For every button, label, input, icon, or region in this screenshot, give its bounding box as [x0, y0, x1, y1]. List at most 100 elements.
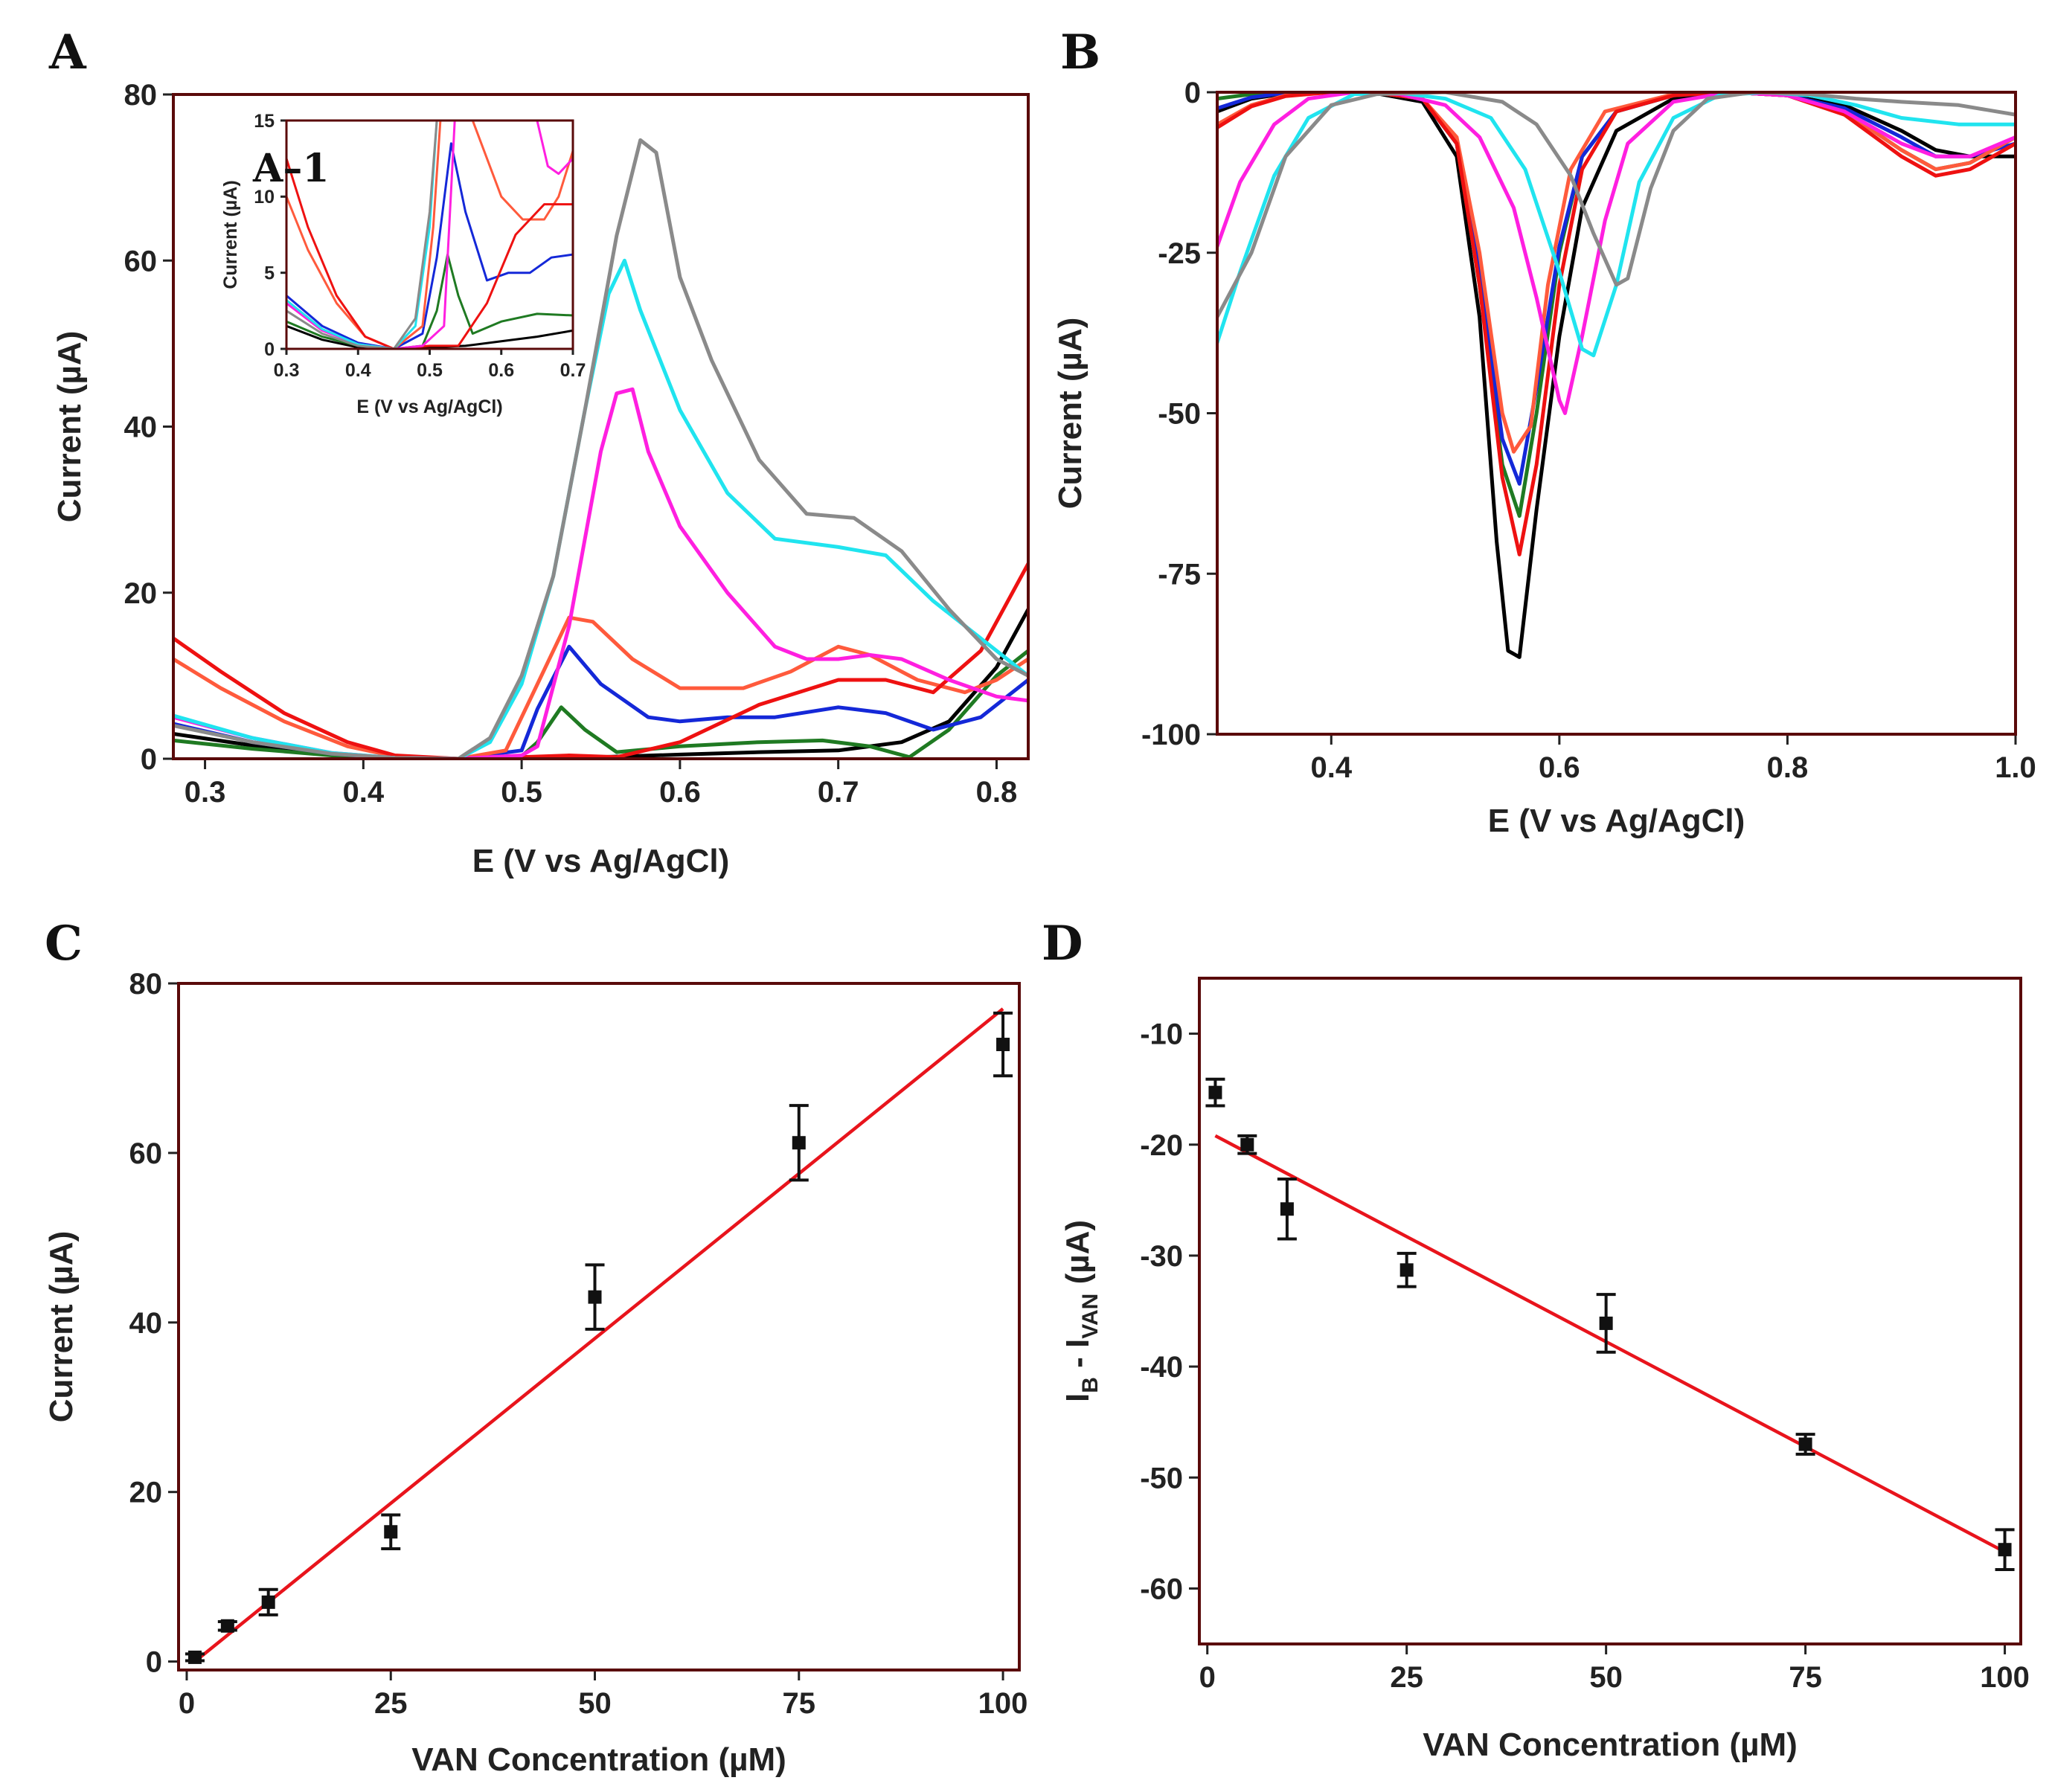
c-plot-bg — [179, 983, 1019, 1670]
d-point-5 — [1798, 1437, 1812, 1451]
a1-frame — [285, 119, 574, 350]
a1-series-cyan-8 — [286, 121, 438, 349]
b-xtick-label-0: 0.4 — [1310, 751, 1352, 784]
d-ytick-label-5: -60 — [1140, 1573, 1183, 1605]
d-point-1 — [1240, 1137, 1254, 1152]
d-ylabel-sub-b: B — [1078, 1377, 1103, 1393]
a-xtick-label-2: 0.5 — [501, 776, 542, 809]
a-frame — [172, 93, 1030, 760]
b-ytick-label-3: -75 — [1158, 558, 1201, 591]
c-point-3 — [384, 1525, 398, 1539]
a1-series-magenta-6 — [286, 121, 456, 349]
a1-series-group — [286, 121, 573, 349]
c-ytick-label-3: 60 — [129, 1137, 163, 1170]
d-point-2 — [1280, 1202, 1294, 1216]
c-ytick-label-4: 80 — [129, 968, 163, 1001]
a1-xtick-label-1: 0.4 — [345, 360, 371, 381]
d-xlabel: VAN Concentration (µM) — [1423, 1727, 1798, 1763]
d-xtick-label-0: 0 — [1199, 1661, 1216, 1694]
c-xtick-label-0: 0 — [179, 1687, 195, 1720]
a1-xtick-label-0: 0.3 — [274, 360, 300, 381]
panel-c-calibration: 0 25 50 75 100 0 20 40 60 80 VAN Concentration (µM… — [43, 968, 1027, 1778]
a-series-red-4 — [173, 562, 1028, 759]
c-xtick-label-2: 50 — [578, 1687, 612, 1720]
a-ylabel: Current (µA) — [51, 331, 88, 523]
a-ytick-label-2: 40 — [124, 411, 158, 444]
a-ytick-label-0: 0 — [141, 743, 157, 776]
d-fit-line — [1214, 1134, 2006, 1554]
b-xtick-label-1: 0.6 — [1539, 751, 1580, 784]
a-xtick-label-3: 0.6 — [659, 776, 701, 809]
d-ytick-label-2: -30 — [1140, 1240, 1183, 1273]
d-ylabel: IB - IVAN (µA) — [1059, 1220, 1103, 1402]
d-ytick-label-3: -40 — [1140, 1351, 1183, 1384]
a-xtick-label-4: 0.7 — [818, 776, 859, 809]
c-point-4 — [588, 1290, 602, 1304]
d-point-6 — [1998, 1543, 2012, 1557]
c-xtick-label-3: 75 — [783, 1687, 816, 1720]
a-xtick-label-1: 0.4 — [343, 776, 385, 809]
b-plot-bg — [1217, 92, 2016, 734]
b-series-magenta-5 — [1217, 92, 2016, 415]
d-ytick-label-1: -20 — [1140, 1129, 1183, 1162]
c-ylabel: Current (µA) — [43, 1231, 80, 1423]
a-ytick-label-4: 80 — [124, 79, 158, 112]
d-ylabel-i: I — [1059, 1393, 1096, 1402]
a1-ytick-label-2: 10 — [254, 187, 275, 208]
panel-label-a: A — [48, 25, 87, 80]
c-ytick-label-0: 0 — [146, 1646, 162, 1679]
a-ytick-label-1: 20 — [124, 577, 158, 610]
d-xtick-label-2: 50 — [1589, 1661, 1623, 1694]
d-ytick-label-0: -10 — [1140, 1018, 1183, 1051]
d-xtick-label-1: 25 — [1390, 1661, 1423, 1694]
d-plot-bg — [1199, 978, 2021, 1644]
d-frame — [1198, 977, 2022, 1645]
d-point-3 — [1399, 1263, 1414, 1277]
a1-ytick-label-1: 5 — [264, 263, 275, 283]
c-point-2 — [261, 1595, 275, 1609]
a1-series-red-5 — [286, 158, 573, 349]
a1-series-orange-4 — [471, 121, 573, 221]
c-point-1 — [220, 1619, 234, 1633]
a1-series-black-0 — [286, 324, 573, 349]
b-ylabel: Current (µA) — [1052, 318, 1088, 510]
a1-series-gray-9 — [286, 121, 438, 349]
a-xtick-label-5: 0.8 — [976, 776, 1018, 809]
a1-series-blue-2 — [286, 142, 573, 349]
d-ytick-label-4: -50 — [1140, 1462, 1183, 1494]
c-xtick-label-4: 100 — [978, 1687, 1028, 1720]
b-ytick-label-2: -50 — [1158, 398, 1201, 431]
a1-panel-label: A–1 — [252, 146, 330, 191]
d-ylabel-unit: (µA) — [1059, 1220, 1096, 1294]
panel-b-voltammogram: 0.4 0.6 0.8 1.0 0 -25 -50 -75 -100 E (V vs Ag/AgC… — [1052, 77, 2036, 839]
b-xtick-label-3: 1.0 — [1995, 751, 2036, 784]
a-xtick-label-0: 0.3 — [185, 776, 226, 809]
panel-d-calibration: 0 25 50 75 100 -10 -20 -30 -40 -50 -60 VAN Concentr… — [1059, 977, 2030, 1763]
a1-ylabel: Current (µA) — [220, 180, 241, 289]
b-frame — [1216, 91, 2017, 736]
b-ytick-label-0: 0 — [1184, 77, 1201, 109]
panel-a-inset: 0.3 0.4 0.5 0.6 0.7 0 5 10 15 E (V vs Ag/AgCl) Cur… — [220, 111, 586, 417]
d-xtick-label-3: 75 — [1789, 1661, 1822, 1694]
c-xtick-label-1: 25 — [374, 1687, 408, 1720]
a1-ytick-label-0: 0 — [264, 339, 275, 360]
c-ytick-label-2: 40 — [129, 1307, 163, 1340]
panel-label-d: D — [1042, 916, 1083, 972]
a1-xlabel: E (V vs Ag/AgCl) — [356, 396, 502, 417]
d-ylabel-mid: - I — [1059, 1339, 1096, 1377]
a-xlabel: E (V vs Ag/AgCl) — [472, 843, 730, 879]
a1-series-magenta-7 — [536, 121, 573, 176]
c-frame — [177, 982, 1021, 1671]
panel-label-b: B — [1060, 25, 1100, 80]
c-ytick-label-1: 20 — [129, 1477, 163, 1509]
d-ylabel-sub-van: VAN — [1078, 1294, 1103, 1339]
d-point-4 — [1599, 1316, 1613, 1330]
d-xtick-label-4: 100 — [1980, 1661, 2030, 1694]
a-ytick-label-3: 60 — [124, 245, 158, 277]
c-xlabel: VAN Concentration (µM) — [411, 1741, 786, 1778]
b-ytick-label-4: -100 — [1141, 719, 1201, 751]
a1-xtick-label-4: 0.7 — [560, 360, 586, 381]
panel-label-c: C — [45, 916, 83, 972]
a-series-orange-3 — [173, 615, 1028, 759]
